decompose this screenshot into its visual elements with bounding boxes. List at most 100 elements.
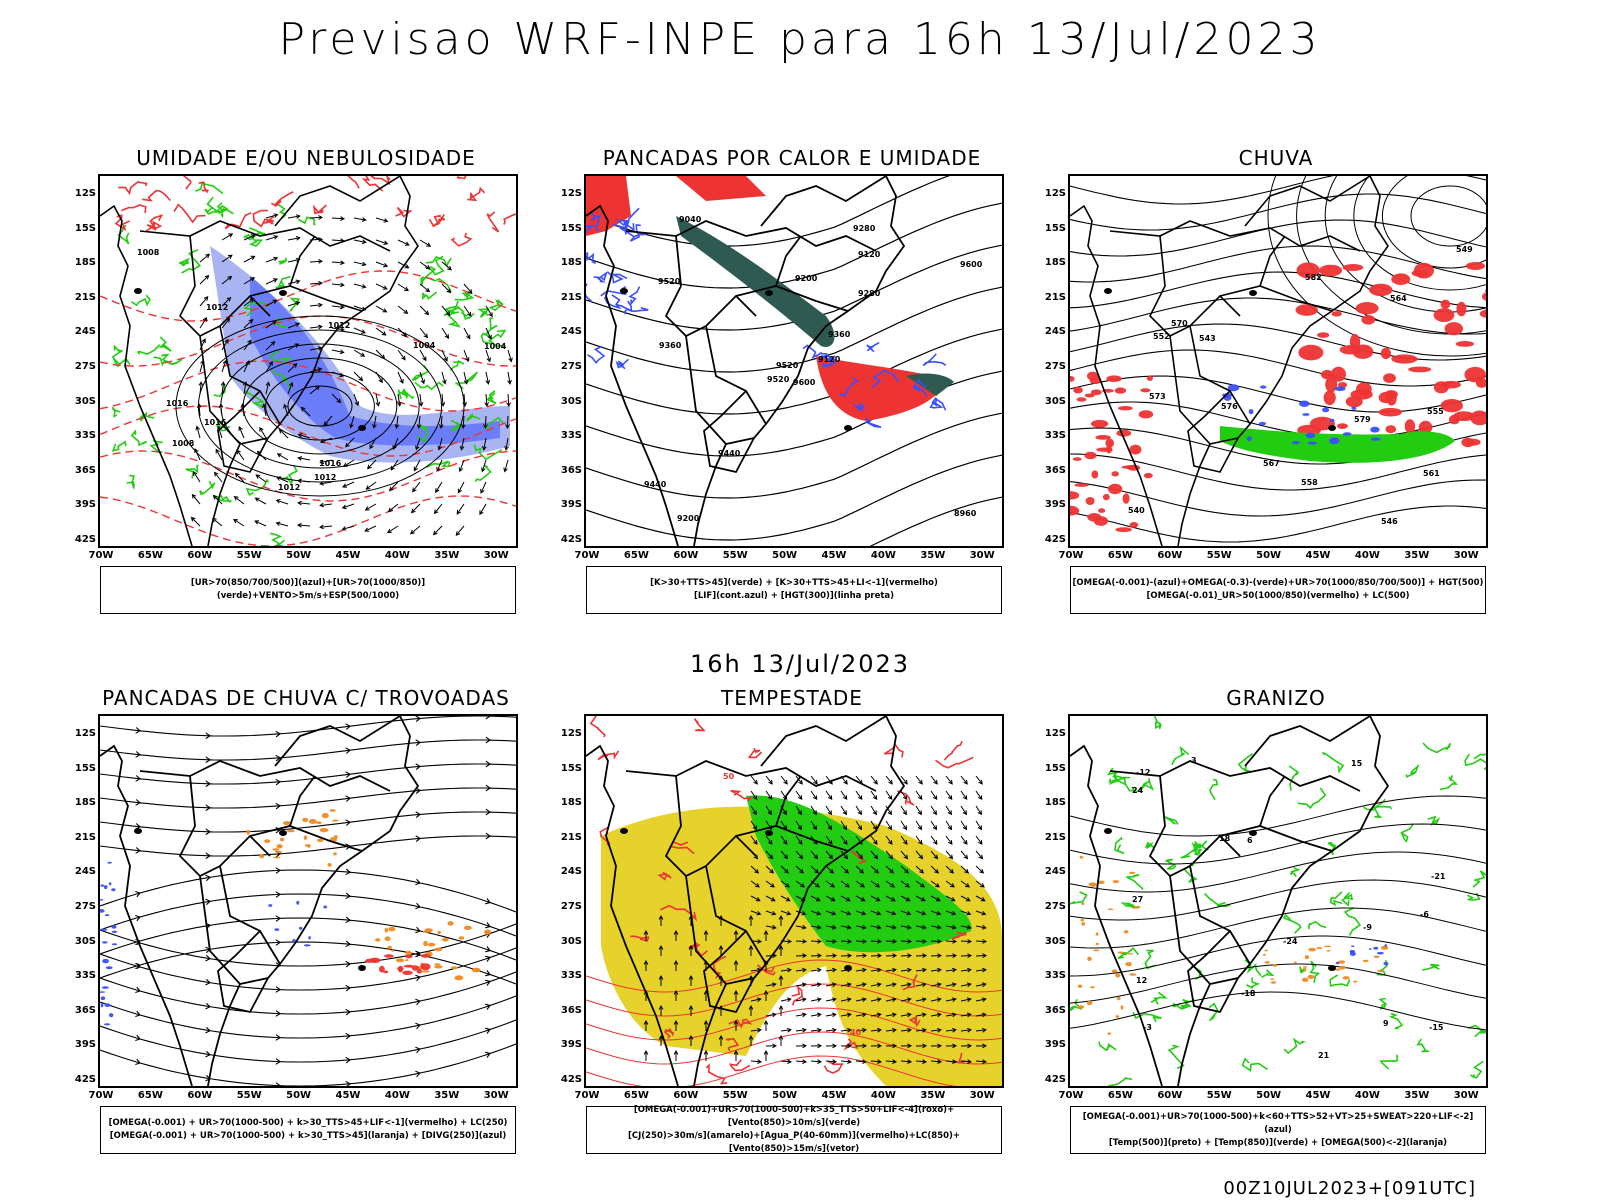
wind-vector (810, 790, 818, 801)
thunderstorm-orange-area (405, 959, 409, 962)
streamline-arrowhead (415, 878, 421, 886)
omega-orange-area (1338, 965, 1346, 970)
thickness-contour (361, 176, 384, 192)
divergence-blue-area (104, 1003, 111, 1007)
wind-vector (795, 1059, 808, 1064)
temp-850-contour (1144, 841, 1155, 852)
wind-vector (300, 406, 311, 417)
wind-vector (221, 275, 233, 285)
wind-vector (287, 363, 298, 373)
hail-blue-area (1384, 944, 1388, 947)
omega-orange-area (1132, 906, 1140, 909)
panel-legend: [OMEGA(-0.001)+UR>70(1000-500)+k>35_TTS>… (586, 1105, 1002, 1154)
panel-title: GRANIZO (1226, 686, 1326, 710)
streamline-arrowhead (205, 954, 211, 962)
wind-vector (855, 1043, 868, 1049)
wind-vector (331, 282, 345, 288)
temp-850-contour (1472, 870, 1486, 888)
wind-vector (900, 895, 911, 902)
wind-vector (349, 415, 355, 429)
wind-vector (885, 805, 892, 816)
wind-vector (840, 910, 852, 916)
wind-vector (870, 805, 877, 816)
wind-vector (778, 1004, 784, 1016)
rain-red-area (1070, 505, 1080, 516)
streamline (100, 1019, 516, 1063)
streamline-arrowhead (275, 778, 281, 786)
longitude-label: 45W (335, 1090, 361, 1101)
wind-vector (810, 805, 817, 816)
low-humidity-contour (421, 291, 438, 301)
wind-vector (855, 820, 863, 831)
longitude-label: 50W (772, 1090, 798, 1101)
country-border (625, 220, 877, 252)
legend-line: [OMEGA(-0.001)-(azul)+OMEGA(-0.3)-(verde… (1072, 578, 1484, 588)
wind-vector (870, 910, 882, 916)
wind-vector (463, 283, 473, 295)
wind-vector (930, 790, 938, 801)
lifted-index-contour (922, 353, 947, 367)
lifted-index-contour (866, 341, 880, 353)
streamline-arrowhead (415, 811, 421, 819)
lifted-index-contour (593, 270, 608, 283)
precipitable-water-contour (756, 964, 776, 976)
thunderstorm-orange-area (276, 850, 282, 854)
temp-500-contour (1070, 851, 1486, 893)
wind-vector (276, 453, 289, 461)
panel-umidade: UMIDADE E/OU NEBULOSIDADE 12S 15S 18S 21S 24S… (66, 146, 546, 636)
wind-vector (870, 790, 878, 801)
low-humidity-contour (488, 299, 504, 312)
wind-vector (369, 437, 377, 450)
wind-vector (353, 261, 367, 267)
streamline-arrowhead (275, 754, 281, 762)
thunderstorm-red-area (411, 965, 419, 971)
longitude-label: 45W (1305, 550, 1331, 561)
wind-vector (810, 1012, 822, 1018)
wind-vector (419, 283, 431, 293)
precipitable-water-contour (902, 974, 918, 991)
temp-850-contour (1373, 798, 1386, 819)
omega-orange-area (1115, 1015, 1120, 1018)
rain-red-area (1408, 366, 1432, 373)
country-border (1219, 825, 1333, 852)
contour-label: 18 (1219, 834, 1231, 843)
thunderstorm-orange-area (434, 963, 441, 966)
rain-red-area (1072, 457, 1082, 461)
thickness-dashed (100, 495, 516, 546)
wind-vector (199, 317, 208, 329)
low-humidity-contour (473, 444, 503, 461)
wind-vector (441, 283, 452, 294)
east-coastline (693, 176, 906, 546)
precipitable-water-contour (663, 1028, 675, 1039)
wind-vector (309, 280, 324, 286)
wind-vector (441, 261, 453, 271)
wind-vector (780, 910, 792, 916)
precipitable-water-contour (660, 904, 698, 922)
west-coastline (100, 204, 193, 546)
height-contour-high (1410, 185, 1486, 247)
lifted-index-contour (586, 251, 597, 265)
streamline-arrowhead (345, 916, 351, 924)
wind-vector (309, 367, 323, 373)
wind-vector (900, 790, 908, 801)
level-contour (586, 1055, 1002, 1086)
longitude-label: 70W (88, 550, 114, 561)
latitude-label: 21S (74, 831, 96, 843)
streamline-arrowhead (205, 874, 211, 882)
omega-orange-area (1316, 947, 1323, 949)
wind-vector (855, 1059, 868, 1064)
legend-line: [K>30+TTS>45](verde) + [K>30+TTS>45+LI<-… (650, 578, 938, 588)
rain-red-area (1085, 497, 1095, 505)
wind-vector (900, 939, 913, 944)
longitude-label: 40W (384, 550, 410, 561)
wind-vector (930, 775, 938, 785)
streamline-arrowhead (205, 828, 211, 835)
temp-850-contour (1467, 1024, 1486, 1038)
wind-vector (750, 880, 760, 888)
longitude-label: 50W (286, 1090, 312, 1101)
wind-vector (387, 503, 399, 513)
wind-vector (825, 1043, 838, 1049)
low-humidity-contour (443, 300, 459, 317)
rain-red-area (1127, 464, 1141, 471)
wind-vector (462, 393, 468, 408)
